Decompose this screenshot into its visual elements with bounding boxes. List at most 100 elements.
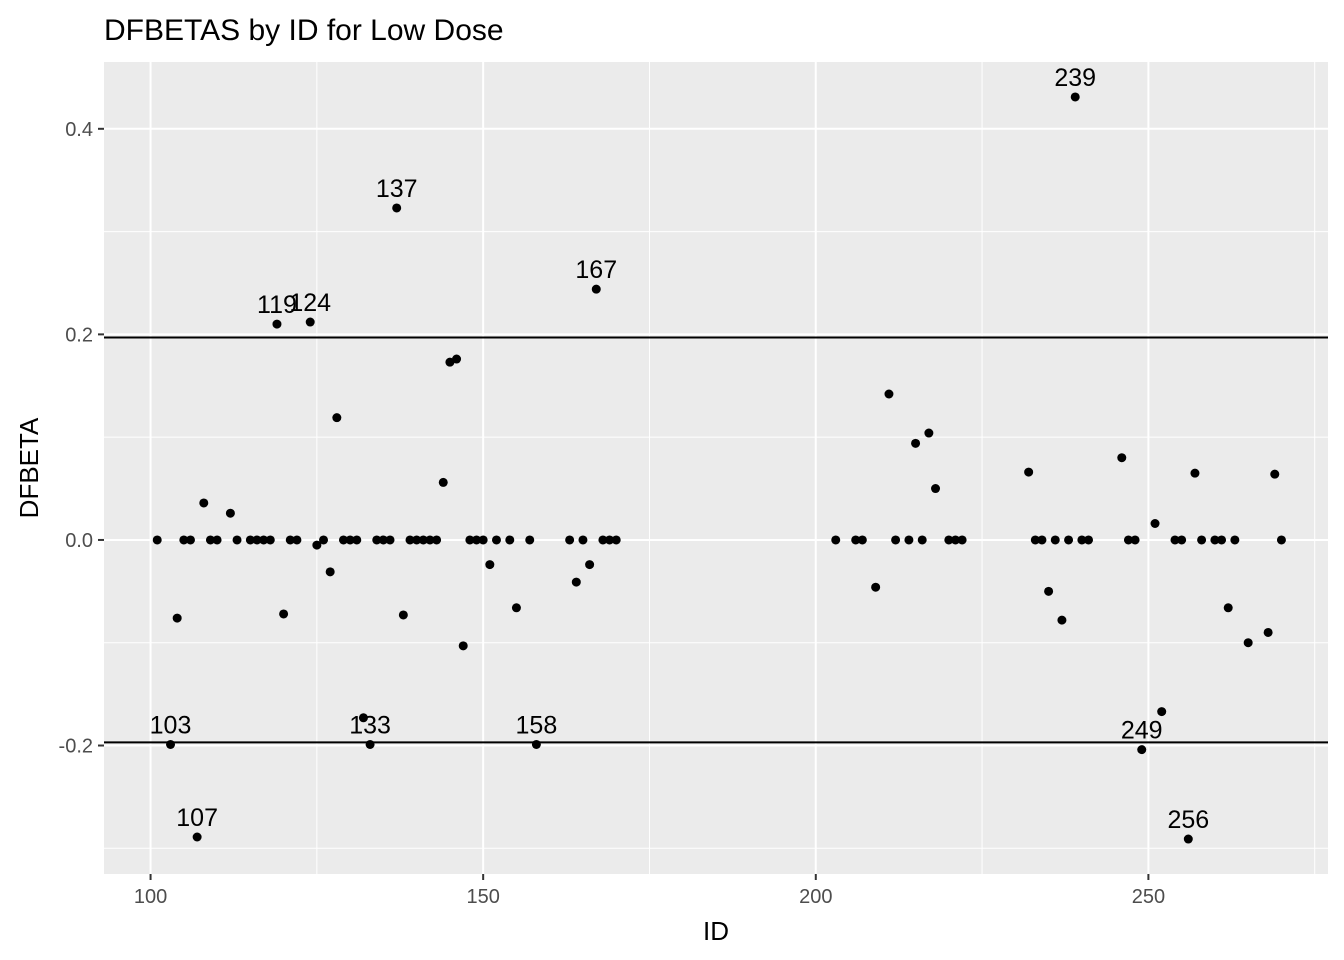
data-point [152,535,162,545]
x-tick-label: 250 [1132,886,1165,908]
data-point [418,535,428,545]
data-point [1223,603,1233,613]
data-point [904,535,914,545]
point-label: 256 [1167,806,1209,834]
data-point [452,354,462,364]
point-label: 133 [349,711,391,739]
data-point [505,535,515,545]
data-point [378,535,388,545]
y-tick-label: 0.4 [65,119,93,141]
reference-lines [104,336,1328,744]
data-point [1123,535,1133,545]
data-point [1210,535,1220,545]
data-points [152,92,1286,844]
data-point [891,535,901,545]
data-point [279,609,289,619]
y-tick-label: 0.0 [65,530,93,552]
data-point [199,498,209,508]
data-point [611,535,621,545]
data-point [1276,535,1286,545]
data-point [185,535,195,545]
x-tick-label: 150 [466,886,499,908]
data-point [179,535,189,545]
data-point [857,535,867,545]
data-point [571,577,581,587]
data-point [425,535,435,545]
data-point [465,535,475,545]
x-axis-ticks: 100 150 200 250 [134,874,1165,908]
data-point [398,610,408,620]
data-point [245,535,255,545]
data-point [1044,586,1054,596]
data-point [172,613,182,623]
data-point [1050,535,1060,545]
data-point [478,535,488,545]
data-point [1030,535,1040,545]
data-point [405,535,415,545]
point-label: 239 [1054,64,1096,92]
plot-panel [104,62,1328,874]
data-point [1117,453,1127,463]
data-point [265,535,275,545]
data-point [305,317,315,327]
data-point [491,535,501,545]
data-point [531,739,541,749]
data-point [166,739,176,749]
point-label: 103 [150,711,192,739]
data-point [924,428,934,438]
data-point [192,832,202,842]
data-point [319,535,329,545]
data-point [1157,707,1167,717]
data-point [1084,535,1094,545]
data-point [212,535,222,545]
data-point [950,535,960,545]
data-point [917,535,927,545]
grid-major [104,62,1328,874]
data-point [1230,535,1240,545]
data-point [931,484,941,494]
data-point [944,535,954,545]
data-point [205,535,215,545]
data-point [1077,535,1087,545]
y-tick-label: 0.2 [65,324,93,346]
data-point [332,413,342,423]
data-point [1150,519,1160,529]
y-axis-title: DFBETA [14,417,44,518]
data-point [285,535,295,545]
data-point [598,535,608,545]
data-point [1217,535,1227,545]
data-point [957,535,967,545]
data-point [372,535,382,545]
data-point [1190,468,1200,478]
data-point [1270,469,1280,479]
data-point [1137,745,1147,755]
point-label: 107 [176,804,218,832]
data-point [458,641,468,651]
data-point [345,535,355,545]
data-point [338,535,348,545]
y-tick-label: -0.2 [59,736,93,758]
data-point [511,603,521,613]
data-point [312,540,322,550]
data-point [325,567,335,577]
data-point [1243,638,1253,648]
data-point [578,535,588,545]
data-point [252,535,262,545]
data-point [365,739,375,749]
point-label: 158 [516,711,558,739]
data-point [412,535,422,545]
data-point [831,535,841,545]
data-point [1064,535,1074,545]
point-label: 167 [575,256,617,284]
data-point [472,535,482,545]
grid-minor [104,62,1328,874]
data-point [232,535,242,545]
data-point [385,535,395,545]
point-label: 137 [376,175,418,203]
data-point [1070,92,1080,102]
y-axis-ticks: -0.2 0.0 0.2 0.4 [59,119,104,758]
data-point [272,319,282,329]
data-point [1130,535,1140,545]
